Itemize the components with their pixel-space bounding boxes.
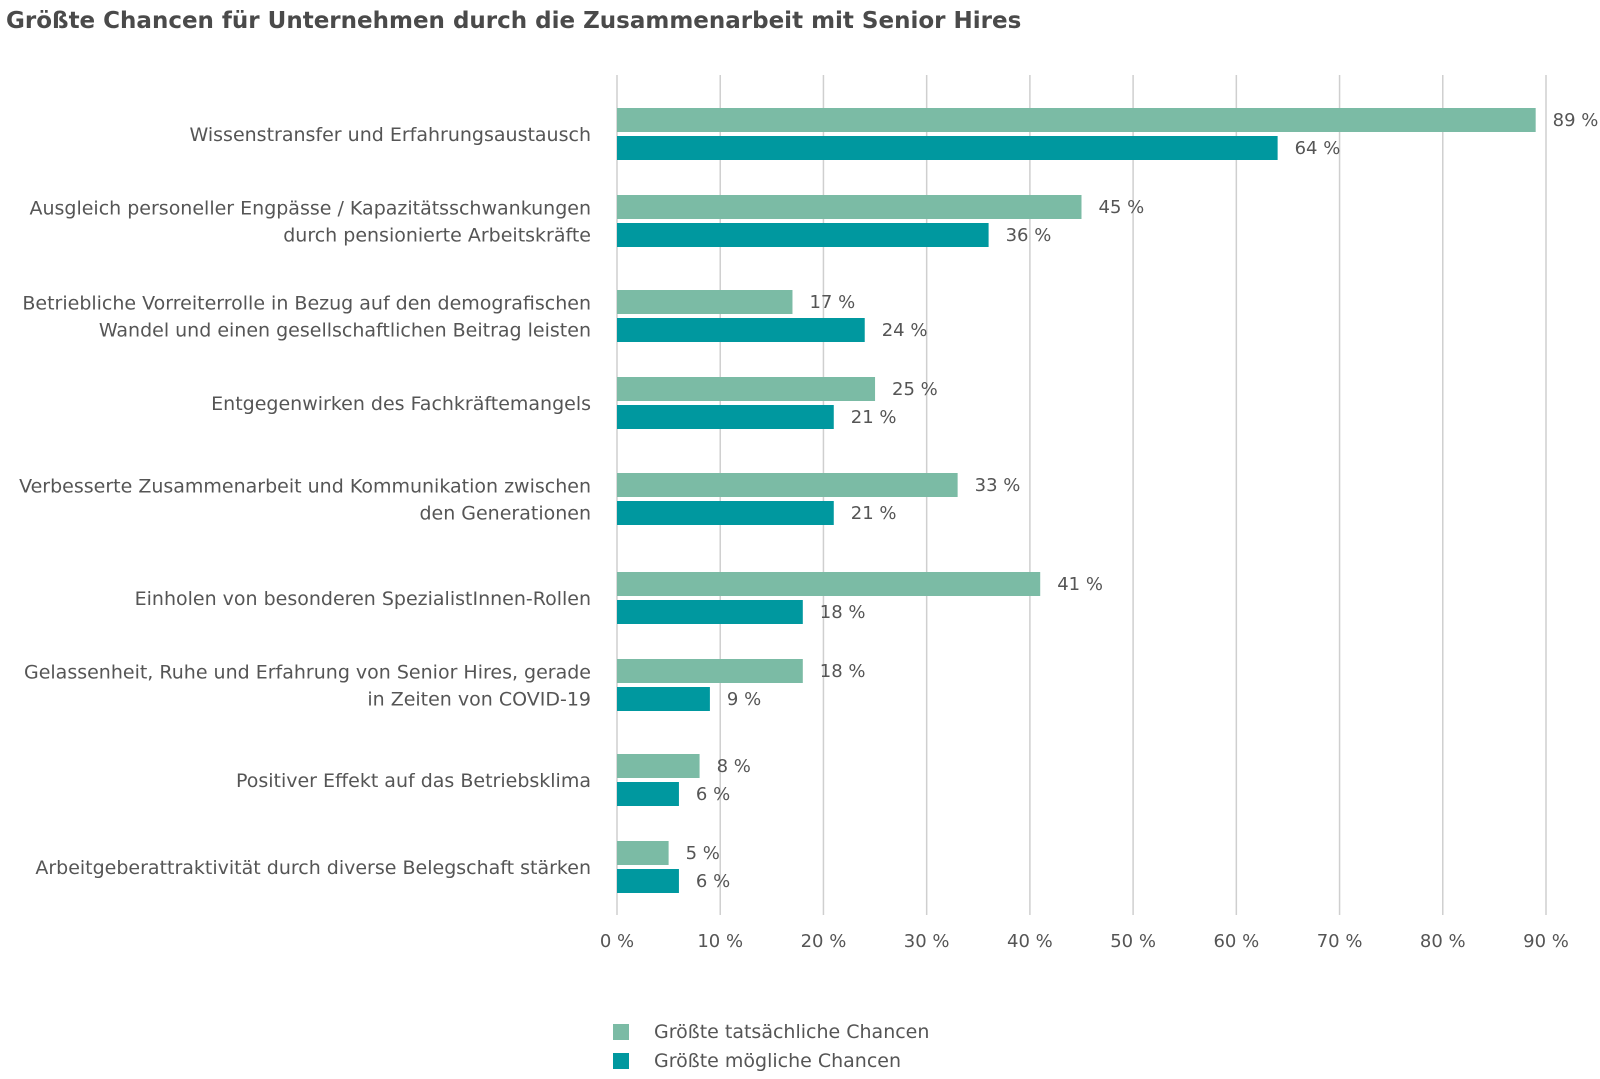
bar-possible	[617, 782, 679, 806]
category-label: Ausgleich personeller Engpässe / Kapazit…	[29, 198, 591, 220]
data-label: 36 %	[1006, 225, 1052, 246]
legend-label-possible: Größte mögliche Chancen	[654, 1050, 902, 1072]
data-label: 45 %	[1099, 197, 1145, 218]
category-label: Gelassenheit, Ruhe und Erfahrung von Sen…	[24, 662, 591, 684]
category-label: den Generationen	[419, 503, 591, 525]
x-tick-label: 20 %	[801, 931, 847, 952]
legend-item-possible: Größte mögliche Chancen	[613, 1047, 929, 1076]
x-tick-label: 70 %	[1317, 931, 1363, 952]
category-label: Arbeitgeberattraktivität durch diverse B…	[35, 857, 591, 879]
x-tick-label: 50 %	[1110, 931, 1156, 952]
legend-swatch-possible	[613, 1053, 629, 1069]
x-tick-label: 10 %	[697, 931, 743, 952]
bar-actual	[617, 659, 803, 683]
legend-swatch-actual	[613, 1024, 629, 1040]
x-tick-label: 0 %	[600, 931, 634, 952]
x-tick-label: 60 %	[1213, 931, 1259, 952]
category-label: Wandel und einen gesellschaftlichen Beit…	[99, 320, 591, 342]
x-tick-label: 90 %	[1523, 931, 1569, 952]
data-label: 18 %	[820, 661, 866, 682]
legend-label-actual: Größte tatsächliche Chancen	[654, 1021, 930, 1043]
legend: Größte tatsächliche Chancen Größte mögli…	[613, 1018, 929, 1076]
data-label: 24 %	[882, 320, 928, 341]
category-label: Positiver Effekt auf das Betriebsklima	[236, 770, 591, 792]
data-label: 17 %	[809, 292, 855, 313]
bar-actual	[617, 108, 1536, 132]
data-label: 18 %	[820, 602, 866, 623]
category-label: Verbesserte Zusammenarbeit und Kommunika…	[19, 476, 591, 498]
bar-possible	[617, 318, 865, 342]
bar-actual	[617, 290, 793, 314]
data-label: 8 %	[717, 756, 751, 777]
data-label: 6 %	[696, 871, 730, 892]
bar-actual	[617, 195, 1082, 219]
bar-actual	[617, 841, 669, 865]
data-label: 25 %	[892, 379, 938, 400]
bar-possible	[617, 687, 710, 711]
x-tick-label: 80 %	[1420, 931, 1466, 952]
category-label: Einholen von besonderen SpezialistInnen-…	[135, 588, 591, 610]
category-label: in Zeiten von COVID-19	[367, 689, 591, 711]
category-label: Wissenstransfer und Erfahrungsaustausch	[190, 124, 592, 146]
bar-possible	[617, 223, 989, 247]
data-label: 21 %	[851, 407, 897, 428]
bar-actual	[617, 754, 700, 778]
bar-possible	[617, 501, 834, 525]
category-label: durch pensionierte Arbeitskräfte	[283, 225, 591, 247]
plot-area: 0 % 10 % 20 % 30 % 40 % 50 % 60 % 70 % 80 % 90 % 8…	[19, 75, 1599, 952]
bar-possible	[617, 405, 834, 429]
bar-possible	[617, 869, 679, 893]
data-label: 5 %	[686, 843, 720, 864]
category-label: Betriebliche Vorreiterrolle in Bezug auf…	[22, 293, 591, 315]
legend-item-actual: Größte tatsächliche Chancen	[613, 1018, 929, 1047]
data-label: 21 %	[851, 503, 897, 524]
data-label: 64 %	[1295, 138, 1341, 159]
data-label: 9 %	[727, 689, 761, 710]
chart-title: Größte Chancen für Unternehmen durch die…	[6, 8, 1022, 34]
bar-actual	[617, 473, 958, 497]
bar-possible	[617, 136, 1278, 160]
data-label: 33 %	[975, 475, 1021, 496]
bar-actual	[617, 572, 1041, 596]
data-label: 6 %	[696, 784, 730, 805]
data-label: 41 %	[1057, 574, 1103, 595]
category-label: Entgegenwirken des Fachkräftemangels	[211, 393, 591, 415]
x-tick-label: 40 %	[1007, 931, 1053, 952]
bar-actual	[617, 377, 876, 401]
x-tick-label: 30 %	[904, 931, 950, 952]
data-label: 89 %	[1553, 110, 1599, 131]
bar-possible	[617, 600, 803, 624]
